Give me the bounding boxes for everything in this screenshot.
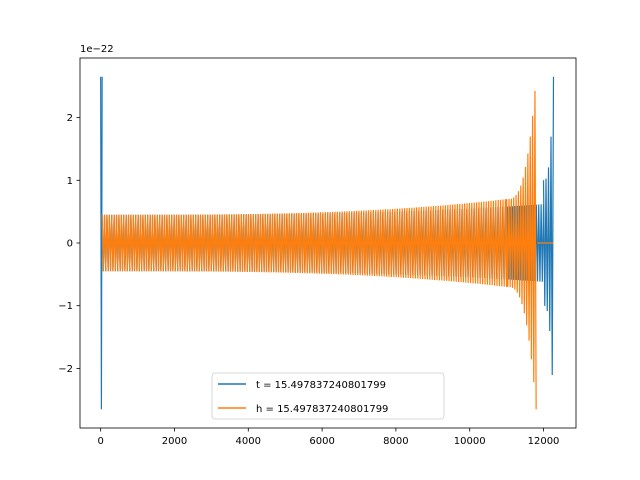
y-tick-label: 1 (67, 176, 73, 187)
x-tick-label: 0 (97, 436, 103, 447)
legend-label-h: h = 15.497837240801799 (256, 404, 388, 415)
x-tick-label: 2000 (162, 436, 187, 447)
y-tick-label: 2 (67, 113, 73, 124)
legend-label-t: t = 15.497837240801799 (256, 380, 386, 391)
x-tick-label: 8000 (383, 436, 408, 447)
legend: t = 15.497837240801799 h = 15.4978372408… (211, 372, 445, 420)
x-tick-label: 4000 (236, 436, 261, 447)
series-layer (100, 76, 555, 410)
y-tick-label: −1 (58, 301, 73, 312)
x-tick-label: 10000 (454, 436, 486, 447)
x-axis: 0 2000 4000 6000 8000 10000 12000 (97, 428, 559, 447)
series-line-h (101, 90, 554, 410)
x-tick-label: 6000 (309, 436, 334, 447)
y-tick-label: 0 (67, 239, 73, 250)
x-tick-label: 12000 (528, 436, 560, 447)
y-tick-label: −2 (58, 364, 73, 375)
y-axis: −2 −1 0 1 2 (58, 113, 80, 375)
legend-box (211, 372, 445, 420)
y-offset-label: 1e−22 (80, 44, 114, 55)
